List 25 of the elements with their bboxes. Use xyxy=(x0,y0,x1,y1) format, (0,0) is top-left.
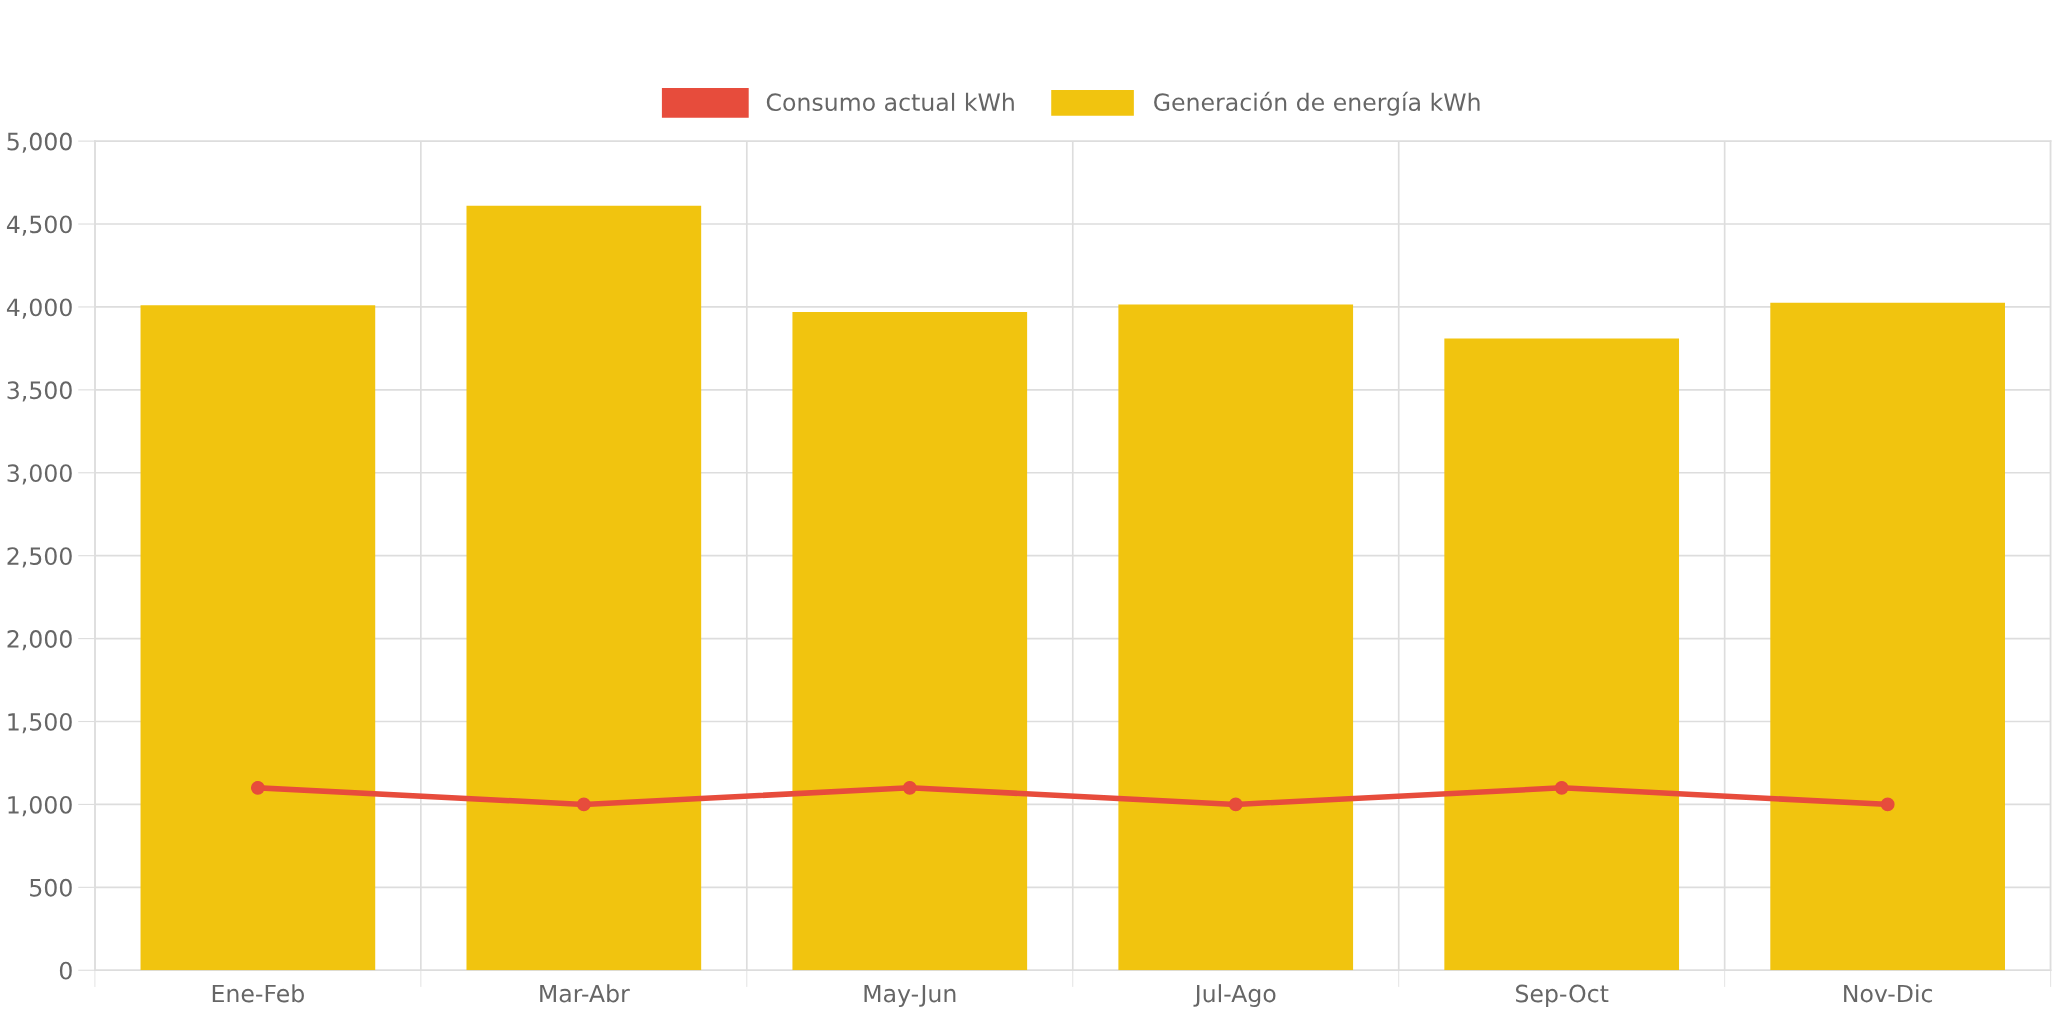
y-tick-label: 0 xyxy=(59,961,72,980)
bar xyxy=(140,305,376,971)
y-tick-label: 3,000 xyxy=(7,464,72,485)
bar xyxy=(1444,338,1680,971)
bar xyxy=(466,205,702,971)
y-tick-label: 3,500 xyxy=(7,381,72,402)
x-tick-label: Ene-Feb xyxy=(212,984,304,1003)
x-tick-label: Sep-Oct xyxy=(1516,984,1609,1007)
x-tick-label: Nov-Dic xyxy=(1844,984,1933,1003)
legend-label: Consumo actual kWh xyxy=(766,92,1014,112)
y-tick-label: 500 xyxy=(30,878,72,897)
legend-label: Generación de energía kWh xyxy=(1154,91,1480,116)
y-tick-label: 2,500 xyxy=(7,547,72,568)
y-tick-label: 4,000 xyxy=(6,298,72,319)
y-tick-label: 1,000 xyxy=(8,795,72,817)
bar xyxy=(792,311,1028,971)
y-tick-label: 1,500 xyxy=(8,712,72,734)
y-tick-label: 5,000 xyxy=(7,132,72,153)
x-tick-label: May-Jun xyxy=(864,984,956,1007)
bar xyxy=(1118,304,1354,971)
x-tick-label: Mar-Abr xyxy=(540,984,630,1003)
x-tick-label: Jul-Ago xyxy=(1193,984,1276,1007)
y-tick-label: 2,000 xyxy=(7,630,72,651)
bar xyxy=(1770,302,2005,971)
y-tick-label: 4,500 xyxy=(6,215,72,236)
